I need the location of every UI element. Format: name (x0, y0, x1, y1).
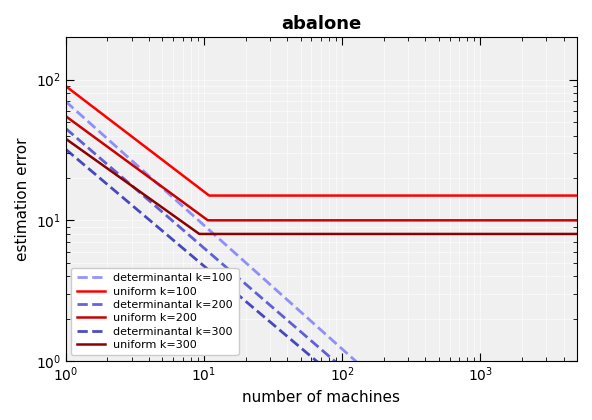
X-axis label: number of machines: number of machines (242, 390, 400, 405)
uniform k=300 (377, 231, 384, 236)
determinantal k=300 (366, 404, 374, 409)
uniform k=200 (368, 218, 375, 223)
uniform k=100 (574, 193, 581, 198)
uniform k=100 (62, 84, 69, 89)
Line: uniform k=200: uniform k=200 (66, 116, 577, 220)
determinantal k=100 (366, 372, 374, 377)
uniform k=200 (62, 114, 69, 119)
uniform k=300 (495, 231, 502, 236)
uniform k=100 (206, 193, 213, 198)
Line: uniform k=100: uniform k=100 (66, 86, 577, 196)
uniform k=300 (527, 231, 535, 236)
determinantal k=100 (62, 99, 69, 104)
determinantal k=200 (62, 126, 69, 131)
uniform k=200 (574, 218, 581, 223)
determinantal k=200 (64, 127, 71, 132)
uniform k=300 (62, 136, 69, 141)
Line: determinantal k=300: determinantal k=300 (66, 149, 577, 420)
Line: determinantal k=100: determinantal k=100 (66, 102, 577, 420)
Line: uniform k=300: uniform k=300 (66, 139, 577, 234)
uniform k=200 (366, 218, 374, 223)
uniform k=100 (495, 193, 502, 198)
uniform k=200 (495, 218, 502, 223)
uniform k=100 (527, 193, 535, 198)
uniform k=100 (377, 193, 384, 198)
uniform k=100 (64, 85, 71, 90)
determinantal k=300 (375, 411, 382, 416)
Title: abalone: abalone (281, 15, 362, 33)
determinantal k=200 (365, 388, 372, 393)
uniform k=200 (527, 218, 535, 223)
determinantal k=100 (365, 370, 372, 375)
determinantal k=200 (375, 396, 382, 402)
uniform k=100 (368, 193, 375, 198)
uniform k=100 (366, 193, 374, 198)
determinantal k=100 (64, 100, 71, 105)
determinantal k=300 (365, 402, 372, 407)
uniform k=200 (206, 218, 213, 223)
uniform k=200 (64, 115, 71, 120)
Line: determinantal k=200: determinantal k=200 (66, 129, 577, 420)
uniform k=300 (64, 137, 71, 142)
determinantal k=100 (375, 379, 382, 384)
uniform k=300 (197, 231, 204, 236)
uniform k=300 (366, 231, 374, 236)
Y-axis label: estimation error: estimation error (15, 137, 30, 261)
Legend: determinantal k=100, uniform k=100, determinantal k=200, uniform k=200, determin: determinantal k=100, uniform k=100, dete… (71, 268, 239, 355)
uniform k=300 (574, 231, 581, 236)
uniform k=300 (368, 231, 375, 236)
uniform k=200 (377, 218, 384, 223)
determinantal k=300 (62, 147, 69, 152)
determinantal k=200 (366, 389, 374, 394)
determinantal k=300 (64, 148, 71, 153)
